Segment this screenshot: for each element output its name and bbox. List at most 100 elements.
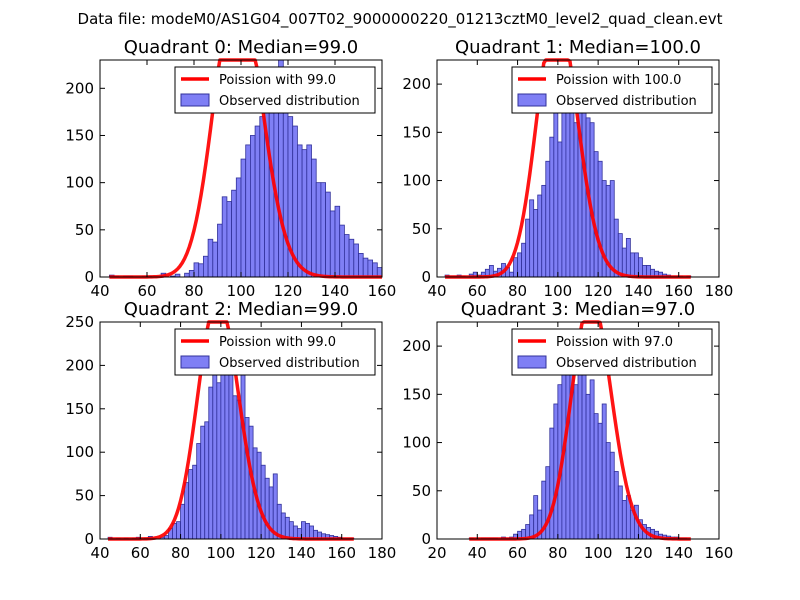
histogram-bar (529, 199, 535, 278)
histogram-bar (212, 369, 218, 540)
histogram-bar (521, 242, 527, 278)
histogram-bar (634, 252, 639, 278)
histogram-bar (260, 464, 266, 540)
histogram-bar (348, 238, 355, 278)
histogram-bar (207, 238, 214, 278)
y-tick-label: 200 (65, 356, 94, 374)
histogram-bar (284, 516, 290, 540)
histogram-bar (231, 189, 237, 278)
histogram-bar (188, 269, 195, 278)
y-tick-label: 0 (421, 530, 431, 548)
histogram-bar (232, 395, 238, 540)
histogram-bar (589, 379, 595, 540)
x-tick-label: 140 (624, 282, 653, 300)
chart-panel-0: 40 60 80 100 120 140 160 0 50 100 150 200 Quadrant 0… (65, 37, 396, 300)
y-tick-label: 100 (65, 443, 94, 461)
histogram-bar (208, 386, 214, 540)
chart-panel-1: 40 60 80 100 120 140 160 180 0 50 100 150 200 Quadran… (402, 37, 733, 300)
legend-label-observed: Observed distribution (219, 356, 360, 371)
chart-title: Quadrant 1: Median=100.0 (455, 37, 701, 58)
legend-label-poisson: Poission with 97.0 (556, 335, 673, 350)
histogram-bar (334, 205, 341, 278)
histogram-bar (220, 356, 226, 540)
histogram-bar (367, 259, 373, 278)
axes-frame (436, 59, 720, 278)
legend-label-observed: Observed distribution (556, 94, 697, 109)
histogram-bar (609, 180, 615, 278)
chart-title: Quadrant 2: Median=99.0 (124, 299, 359, 320)
y-tick-label: 200 (402, 337, 431, 355)
histogram-bar (621, 247, 627, 278)
y-tick-label: 0 (421, 268, 431, 286)
x-tick-label: 160 (368, 282, 397, 300)
y-tick-label: 50 (412, 220, 431, 238)
x-axis: 40 60 80 100 120 140 160 (90, 60, 396, 300)
y-tick-label: 200 (65, 79, 94, 97)
histogram-bar (545, 466, 551, 540)
histogram-bar (216, 382, 222, 540)
chart-title: Quadrant 3: Median=97.0 (461, 299, 696, 320)
y-axis: 0 50 100 150 200 (402, 337, 719, 548)
histogram-bar (192, 464, 198, 540)
legend-box (511, 328, 713, 376)
x-tick-label: 100 (227, 282, 256, 300)
x-tick-label: 60 (137, 282, 156, 300)
histogram-bar (573, 384, 579, 540)
histogram-bar (235, 177, 242, 278)
legend-label-poisson: Poission with 99.0 (219, 335, 336, 350)
histogram-bar (549, 136, 555, 278)
axes-frame (436, 321, 720, 540)
histogram-bar (272, 473, 278, 540)
histogram-bar (617, 485, 623, 540)
histogram-bar (621, 500, 627, 540)
histogram-bar (339, 224, 345, 278)
histogram-bar (509, 271, 514, 278)
histogram-bar (259, 116, 265, 278)
y-tick-label: 150 (65, 126, 94, 144)
histogram-bar (217, 223, 223, 278)
x-tick-label: 80 (171, 544, 190, 562)
legend: Poission with 99.0 Observed distribution (174, 328, 376, 376)
histogram-bar (212, 241, 218, 278)
legend-bar-swatch (517, 93, 547, 107)
histogram-bar (605, 442, 611, 540)
x-tick-label: 100 (544, 282, 573, 300)
histogram-bar (180, 503, 185, 540)
histogram-bar (613, 471, 619, 540)
histogram-bar (553, 403, 559, 540)
x-tick-label: 60 (508, 544, 527, 562)
histogram-bar (301, 521, 306, 540)
histogram-bar (517, 252, 522, 278)
histogram-bar (613, 218, 619, 278)
histogram-bar (315, 182, 322, 278)
histogram-bar (249, 135, 256, 278)
legend-label-observed: Observed distribution (556, 356, 697, 371)
histogram-bar (593, 413, 599, 540)
histogram-bar (282, 106, 289, 278)
x-tick-label: 80 (548, 544, 567, 562)
histogram-bar (362, 257, 369, 278)
histogram-bar (581, 98, 587, 278)
histogram-bar (585, 393, 591, 540)
y-tick-label: 150 (402, 385, 431, 403)
histogram-bar (301, 149, 308, 278)
histogram-bars (109, 59, 383, 278)
x-tick-label: 60 (131, 544, 150, 562)
histogram-bar (198, 263, 204, 278)
histogram-bar (525, 218, 531, 278)
axes-frame (99, 321, 383, 540)
histogram-bar (226, 201, 232, 278)
histogram-bar (553, 107, 559, 278)
histogram-bar (240, 360, 246, 540)
x-tick-label: 120 (247, 544, 276, 562)
x-tick-label: 140 (321, 282, 350, 300)
chart-panel-2: 40 60 80 100 120 140 160 180 0 50 100 150 200 250 Quad… (65, 299, 396, 562)
x-axis: 20 40 60 80 100 120 140 160 (427, 322, 733, 562)
histogram-bar (513, 257, 518, 278)
y-tick-label: 100 (402, 434, 431, 452)
x-tick-label: 100 (207, 544, 236, 562)
y-tick-label: 100 (65, 174, 94, 192)
legend-label-poisson: Poission with 99.0 (219, 73, 336, 88)
histogram-bar (202, 255, 209, 278)
histogram-bar (597, 422, 603, 540)
